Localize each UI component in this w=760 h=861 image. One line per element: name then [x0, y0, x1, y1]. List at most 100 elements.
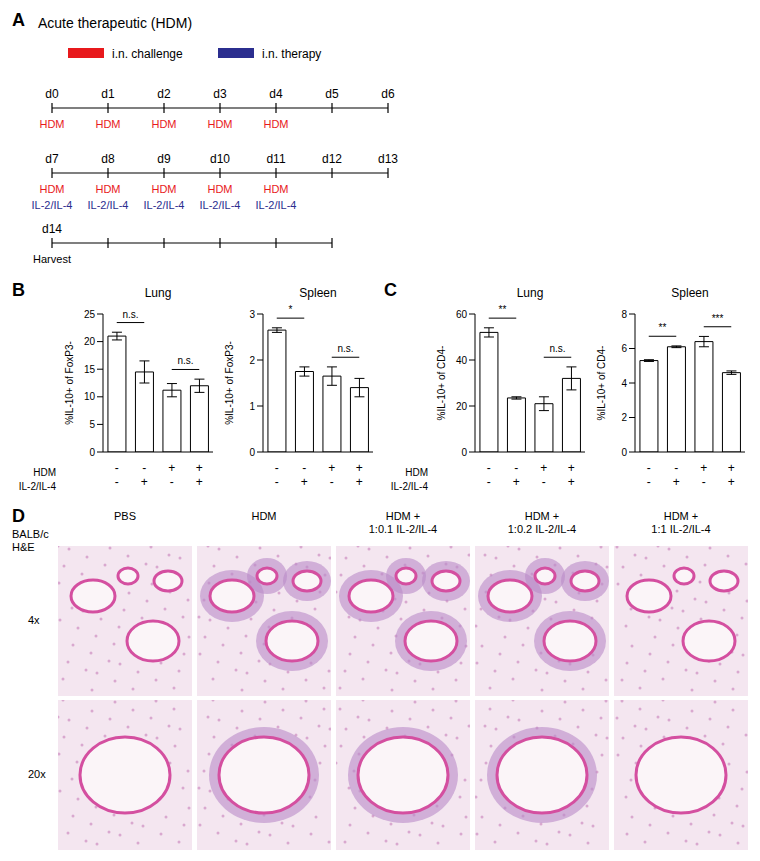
- svg-text:+: +: [513, 475, 520, 489]
- svg-text:40: 40: [456, 355, 468, 366]
- svg-text:0: 0: [249, 447, 255, 458]
- svg-text:+: +: [168, 461, 175, 475]
- svg-text:0: 0: [461, 447, 467, 458]
- svg-text:+: +: [141, 475, 148, 489]
- svg-text:d1: d1: [101, 87, 115, 101]
- svg-text:-: -: [514, 461, 518, 475]
- svg-text:6: 6: [621, 343, 627, 354]
- svg-text:HDM: HDM: [263, 118, 288, 130]
- svg-text:d13: d13: [378, 152, 398, 166]
- svg-text:+: +: [673, 475, 680, 489]
- svg-text:1: 1: [249, 401, 255, 412]
- svg-text:HDM: HDM: [263, 183, 288, 195]
- svg-text:HDM: HDM: [95, 118, 120, 130]
- svg-text:HDM: HDM: [33, 467, 56, 478]
- svg-text:8: 8: [621, 309, 627, 320]
- svg-text:+: +: [196, 475, 203, 489]
- svg-text:IL-2/IL-4: IL-2/IL-4: [256, 199, 297, 211]
- svg-text:HDM: HDM: [207, 183, 232, 195]
- svg-text:-: -: [647, 461, 651, 475]
- svg-text:***: ***: [712, 313, 724, 324]
- svg-text:4: 4: [621, 378, 627, 389]
- svg-text:-: -: [170, 475, 174, 489]
- svg-text:5: 5: [89, 419, 95, 430]
- svg-text:25: 25: [84, 309, 96, 320]
- svg-text:+: +: [540, 461, 547, 475]
- svg-text:HDM: HDM: [405, 467, 428, 478]
- svg-text:d7: d7: [45, 152, 59, 166]
- svg-text:+: +: [301, 475, 308, 489]
- svg-text:n.s.: n.s.: [122, 309, 138, 320]
- svg-text:60: 60: [456, 309, 468, 320]
- svg-text:IL-2/IL-4: IL-2/IL-4: [88, 199, 129, 211]
- svg-text:HDM: HDM: [39, 183, 64, 195]
- svg-text:d4: d4: [269, 87, 283, 101]
- svg-text:-: -: [330, 475, 334, 489]
- svg-text:d10: d10: [210, 152, 230, 166]
- svg-text:d6: d6: [381, 87, 395, 101]
- svg-text:d9: d9: [157, 152, 171, 166]
- svg-text:-: -: [647, 475, 651, 489]
- svg-text:+: +: [568, 461, 575, 475]
- svg-text:20: 20: [84, 336, 96, 347]
- svg-text:-: -: [487, 475, 491, 489]
- svg-text:Harvest: Harvest: [33, 253, 71, 265]
- svg-text:15: 15: [84, 364, 96, 375]
- svg-text:A: A: [12, 10, 25, 30]
- svg-text:-: -: [115, 475, 119, 489]
- svg-text:i.n. challenge: i.n. challenge: [112, 47, 183, 61]
- svg-text:HDM: HDM: [95, 183, 120, 195]
- svg-text:d12: d12: [322, 152, 342, 166]
- svg-text:IL-2/IL-4: IL-2/IL-4: [200, 199, 241, 211]
- svg-text:+: +: [700, 461, 707, 475]
- svg-text:d11: d11: [266, 152, 285, 166]
- svg-text:d5: d5: [325, 87, 339, 101]
- svg-text:n.s.: n.s.: [337, 343, 353, 354]
- svg-text:IL-2/IL-4: IL-2/IL-4: [32, 199, 73, 211]
- svg-text:2: 2: [249, 355, 255, 366]
- svg-text:10: 10: [84, 391, 96, 402]
- svg-text:%IL-10+ of FoxP3-: %IL-10+ of FoxP3-: [224, 341, 235, 425]
- svg-text:HDM: HDM: [39, 118, 64, 130]
- svg-text:-: -: [275, 475, 279, 489]
- svg-text:-: -: [674, 461, 678, 475]
- svg-text:20: 20: [456, 401, 468, 412]
- svg-text:+: +: [356, 475, 363, 489]
- svg-text:-: -: [702, 475, 706, 489]
- svg-text:+: +: [356, 461, 363, 475]
- svg-text:2: 2: [621, 412, 627, 423]
- svg-text:**: **: [499, 304, 507, 315]
- svg-text:**: **: [659, 322, 667, 333]
- svg-text:3: 3: [249, 309, 255, 320]
- svg-text:%IL-10+ of FoxP3-: %IL-10+ of FoxP3-: [64, 341, 75, 425]
- svg-text:d14: d14: [42, 222, 62, 236]
- svg-text:-: -: [142, 461, 146, 475]
- svg-text:-: -: [302, 461, 306, 475]
- svg-text:HDM: HDM: [207, 118, 232, 130]
- svg-text:n.s.: n.s.: [549, 343, 565, 354]
- svg-text:IL-2/IL-4: IL-2/IL-4: [391, 481, 429, 492]
- svg-text:-: -: [275, 461, 279, 475]
- svg-text:%IL-10+ of CD4-: %IL-10+ of CD4-: [436, 346, 447, 421]
- svg-text:+: +: [196, 461, 203, 475]
- svg-text:-: -: [542, 475, 546, 489]
- svg-text:HDM: HDM: [151, 183, 176, 195]
- svg-text:0: 0: [89, 447, 95, 458]
- svg-text:0: 0: [621, 447, 627, 458]
- svg-text:d0: d0: [45, 87, 59, 101]
- svg-text:+: +: [568, 475, 575, 489]
- svg-text:i.n. therapy: i.n. therapy: [262, 47, 321, 61]
- svg-text:*: *: [289, 304, 293, 315]
- svg-text:d8: d8: [101, 152, 115, 166]
- svg-text:+: +: [328, 461, 335, 475]
- svg-text:IL-2/IL-4: IL-2/IL-4: [19, 481, 57, 492]
- svg-text:d2: d2: [157, 87, 171, 101]
- svg-text:n.s.: n.s.: [177, 355, 193, 366]
- svg-text:d3: d3: [213, 87, 227, 101]
- svg-text:%IL-10+ of CD4-: %IL-10+ of CD4-: [596, 346, 607, 421]
- svg-text:-: -: [487, 461, 491, 475]
- svg-text:-: -: [115, 461, 119, 475]
- svg-text:HDM: HDM: [151, 118, 176, 130]
- svg-text:+: +: [728, 461, 735, 475]
- svg-text:+: +: [728, 475, 735, 489]
